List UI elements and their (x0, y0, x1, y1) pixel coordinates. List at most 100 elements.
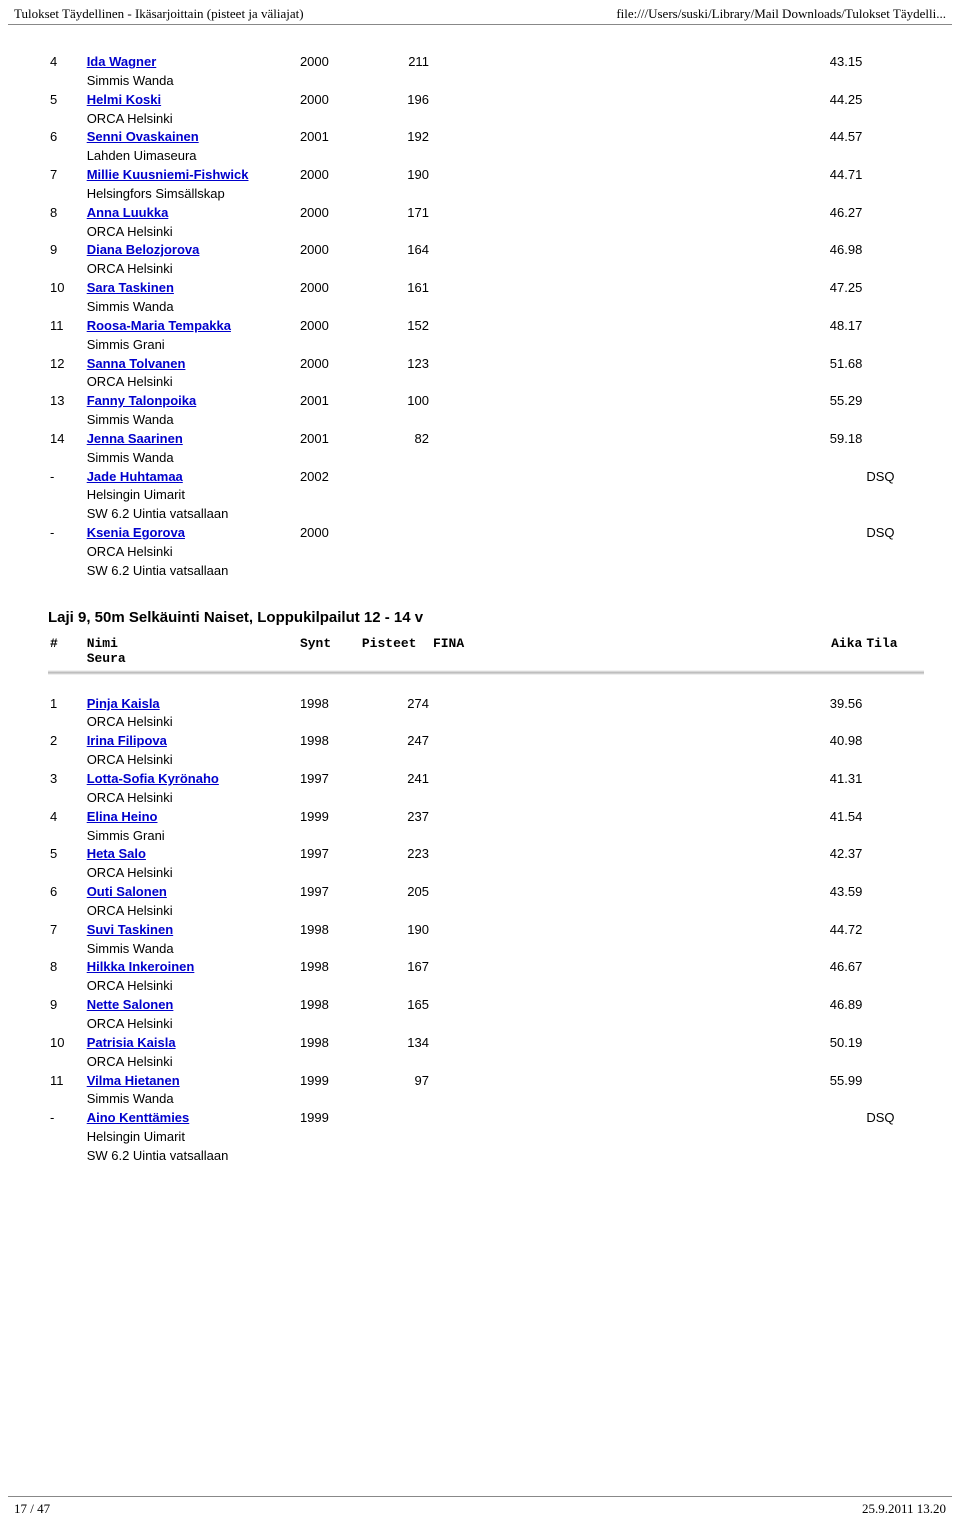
table-row: SW 6.2 Uintia vatsallaan (48, 505, 924, 524)
col-rank: # (48, 636, 85, 651)
table-row: 13Fanny Talonpoika200110055.29 (48, 392, 924, 411)
points-cell: 274 (360, 695, 431, 714)
athlete-link[interactable]: Senni Ovaskainen (87, 129, 199, 144)
table-row: SW 6.2 Uintia vatsallaan (48, 1147, 924, 1166)
table-row: 14Jenna Saarinen20018259.18 (48, 430, 924, 449)
athlete-link[interactable]: Hilkka Inkeroinen (87, 959, 195, 974)
points-cell: 97 (360, 1072, 431, 1091)
note-cell: SW 6.2 Uintia vatsallaan (85, 1147, 298, 1166)
synt-cell: 2000 (298, 241, 360, 260)
rank-cell: 8 (48, 204, 85, 223)
rank-cell: 7 (48, 166, 85, 185)
name-cell: Heta Salo (85, 845, 298, 864)
table-row: 11Roosa-Maria Tempakka200015248.17 (48, 317, 924, 336)
athlete-link[interactable]: Aino Kenttämies (87, 1110, 190, 1125)
club-cell: ORCA Helsinki (85, 260, 298, 279)
name-cell: Nette Salonen (85, 996, 298, 1015)
athlete-link[interactable]: Fanny Talonpoika (87, 393, 197, 408)
athlete-link[interactable]: Pinja Kaisla (87, 696, 160, 711)
time-cell: 59.18 (493, 430, 864, 449)
club-cell: Simmis Grani (85, 336, 298, 355)
fina-cell (431, 1109, 493, 1128)
time-cell: 41.31 (493, 770, 864, 789)
athlete-link[interactable]: Diana Belozjorova (87, 242, 200, 257)
name-cell: Millie Kuusniemi-Fishwick (85, 166, 298, 185)
table-row: 4Ida Wagner200021143.15 (48, 53, 924, 72)
name-cell: Lotta-Sofia Kyrönaho (85, 770, 298, 789)
athlete-link[interactable]: Outi Salonen (87, 884, 167, 899)
status-cell (864, 279, 924, 298)
athlete-link[interactable]: Suvi Taskinen (87, 922, 173, 937)
athlete-link[interactable]: Nette Salonen (87, 997, 174, 1012)
status-cell (864, 808, 924, 827)
athlete-link[interactable]: Lotta-Sofia Kyrönaho (87, 771, 219, 786)
athlete-link[interactable]: Jenna Saarinen (87, 431, 183, 446)
table-row: 7Suvi Taskinen199819044.72 (48, 921, 924, 940)
rank-cell: 10 (48, 279, 85, 298)
athlete-link[interactable]: Roosa-Maria Tempakka (87, 318, 231, 333)
status-cell: DSQ (864, 524, 924, 543)
table-row: Simmis Wanda (48, 449, 924, 468)
fina-cell (431, 883, 493, 902)
athlete-link[interactable]: Vilma Hietanen (87, 1073, 180, 1088)
time-cell: 40.98 (493, 732, 864, 751)
points-cell: 134 (360, 1034, 431, 1053)
fina-cell (431, 166, 493, 185)
club-cell: ORCA Helsinki (85, 1053, 298, 1072)
club-cell: ORCA Helsinki (85, 902, 298, 921)
footer-right: 25.9.2011 13.20 (862, 1501, 946, 1517)
header-right: file:///Users/suski/Library/Mail Downloa… (616, 6, 946, 22)
status-cell (864, 166, 924, 185)
points-cell: 165 (360, 996, 431, 1015)
synt-cell: 2000 (298, 204, 360, 223)
fina-cell (431, 355, 493, 374)
results-table-2: 1Pinja Kaisla199827439.56ORCA Helsinki2I… (48, 695, 924, 1166)
fina-cell (431, 128, 493, 147)
status-cell (864, 996, 924, 1015)
status-cell (864, 732, 924, 751)
note-cell: SW 6.2 Uintia vatsallaan (85, 562, 298, 581)
synt-cell: 2001 (298, 430, 360, 449)
athlete-link[interactable]: Ksenia Egorova (87, 525, 185, 540)
athlete-link[interactable]: Patrisia Kaisla (87, 1035, 176, 1050)
name-cell: Hilkka Inkeroinen (85, 958, 298, 977)
name-cell: Diana Belozjorova (85, 241, 298, 260)
athlete-link[interactable]: Ida Wagner (87, 54, 157, 69)
table-row: Simmis Grani (48, 827, 924, 846)
synt-cell: 2000 (298, 279, 360, 298)
athlete-link[interactable]: Helmi Koski (87, 92, 161, 107)
synt-cell: 1997 (298, 845, 360, 864)
club-cell: ORCA Helsinki (85, 864, 298, 883)
name-cell: Aino Kenttämies (85, 1109, 298, 1128)
club-cell: Simmis Wanda (85, 1090, 298, 1109)
time-cell (493, 468, 864, 487)
athlete-link[interactable]: Heta Salo (87, 846, 146, 861)
table-row: ORCA Helsinki (48, 1015, 924, 1034)
athlete-link[interactable]: Sara Taskinen (87, 280, 174, 295)
points-cell: 100 (360, 392, 431, 411)
points-cell: 247 (360, 732, 431, 751)
table-row: 12Sanna Tolvanen200012351.68 (48, 355, 924, 374)
table-row: Simmis Wanda (48, 1090, 924, 1109)
athlete-link[interactable]: Irina Filipova (87, 733, 167, 748)
club-cell: ORCA Helsinki (85, 110, 298, 129)
athlete-link[interactable]: Jade Huhtamaa (87, 469, 183, 484)
name-cell: Sara Taskinen (85, 279, 298, 298)
name-cell: Anna Luukka (85, 204, 298, 223)
points-cell: 223 (360, 845, 431, 864)
athlete-link[interactable]: Sanna Tolvanen (87, 356, 186, 371)
points-cell: 237 (360, 808, 431, 827)
table-row: Helsingin Uimarit (48, 1128, 924, 1147)
time-cell: 50.19 (493, 1034, 864, 1053)
time-cell: 48.17 (493, 317, 864, 336)
col-fina: FINA (431, 636, 493, 651)
status-cell (864, 845, 924, 864)
name-cell: Pinja Kaisla (85, 695, 298, 714)
table-row: -Aino Kenttämies1999DSQ (48, 1109, 924, 1128)
athlete-link[interactable]: Anna Luukka (87, 205, 169, 220)
athlete-link[interactable]: Millie Kuusniemi-Fishwick (87, 167, 249, 182)
athlete-link[interactable]: Elina Heino (87, 809, 158, 824)
club-cell: ORCA Helsinki (85, 373, 298, 392)
status-cell (864, 91, 924, 110)
status-cell (864, 430, 924, 449)
